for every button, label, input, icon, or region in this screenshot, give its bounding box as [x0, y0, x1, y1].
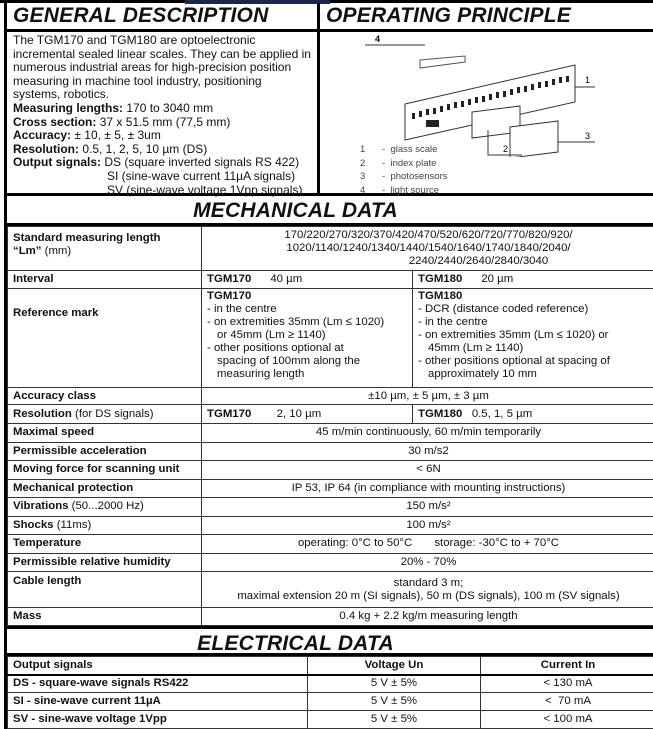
operating-principle: OPERATING PRINCIPLE 4	[320, 3, 653, 193]
mechanical-table: Standard measuring length“Lm” (mm) 170/2…	[7, 226, 653, 626]
diagram-legend: 1- glass scale 2- index plate 3- photose…	[360, 143, 448, 197]
spec-line: Resolution: 0.5, 1, 2, 5, 10 µm (DS)	[13, 143, 311, 157]
table-row: Shocks (11ms)100 m/s²	[8, 516, 653, 535]
electrical-title: ELECTRICAL DATA	[7, 626, 653, 656]
intro-text: The TGM170 and TGM180 are optoelectronic…	[13, 34, 311, 102]
scale-diagram: 4 1 3 2	[320, 32, 640, 157]
legend-item: 2- index plate	[360, 157, 448, 171]
svg-text:4: 4	[375, 34, 380, 44]
table-row: Standard measuring length“Lm” (mm) 170/2…	[8, 227, 653, 271]
general-description: GENERAL DESCRIPTION The TGM170 and TGM18…	[7, 3, 320, 193]
spec-line: Cross section: 37 x 51.5 mm (77,5 mm)	[13, 116, 311, 130]
spec-line: SI (sine-wave current 11µA signals)	[13, 170, 311, 184]
legend-item: 3- photosensors	[360, 170, 448, 184]
table-row: Interval TGM170 40 µm TGM180 20 µm	[8, 271, 653, 289]
datasheet: GENERAL DESCRIPTION The TGM170 and TGM18…	[4, 3, 653, 729]
intro-section: GENERAL DESCRIPTION The TGM170 and TGM18…	[7, 3, 653, 196]
legend-item: 4- light source	[360, 184, 448, 198]
svg-text:1: 1	[585, 75, 590, 85]
section-title: OPERATING PRINCIPLE	[320, 3, 653, 32]
section-title: GENERAL DESCRIPTION	[7, 3, 317, 32]
table-row: Resolution (for DS signals) TGM170 2, 10…	[8, 405, 653, 424]
svg-text:3: 3	[585, 131, 590, 141]
table-row: Accuracy class ±10 µm, ± 5 µm, ± 3 µm	[8, 388, 653, 405]
svg-text:2: 2	[503, 144, 508, 154]
legend-item: 1- glass scale	[360, 143, 448, 157]
spec-line: Accuracy: ± 10, ± 5, ± 3um	[13, 129, 311, 143]
table-row: Moving force for scanning unit< 6N	[8, 461, 653, 480]
table-row: Cable length standard 3 m;maximal extens…	[8, 572, 653, 608]
spec-line: Measuring lengths: 170 to 3040 mm	[13, 102, 311, 116]
mechanical-title: MECHANICAL DATA	[7, 196, 653, 226]
table-row: Vibrations (50...2000 Hz)150 m/s²	[8, 498, 653, 517]
spec-line: Output signals: DS (square inverted sign…	[13, 156, 311, 170]
description-body: The TGM170 and TGM180 are optoelectronic…	[7, 32, 317, 199]
table-row: Reference mark TGM170 - in the centre- o…	[8, 289, 653, 388]
